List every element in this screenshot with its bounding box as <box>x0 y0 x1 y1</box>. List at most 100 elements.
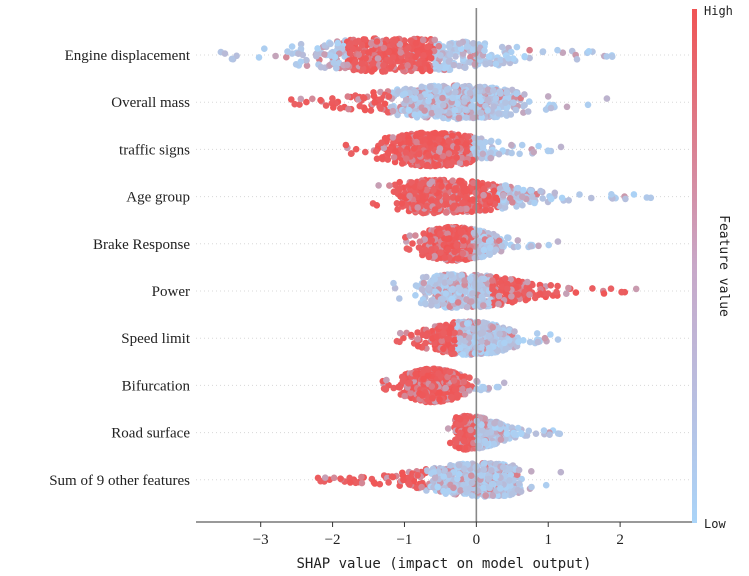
shap-point <box>439 295 447 303</box>
shap-point <box>498 242 506 250</box>
shap-point <box>547 282 555 289</box>
shap-point <box>372 148 380 155</box>
shap-point <box>449 177 457 184</box>
shap-point <box>539 48 547 55</box>
shap-point <box>313 50 321 57</box>
shap-point <box>507 111 515 118</box>
shap-point <box>479 329 487 337</box>
shap-point <box>480 302 487 309</box>
shap-point <box>380 44 388 52</box>
shap-point <box>526 54 533 62</box>
shap-point <box>420 52 427 59</box>
shap-point <box>524 108 532 115</box>
shap-point <box>338 45 346 53</box>
shap-point <box>545 241 552 249</box>
shap-point <box>469 114 477 121</box>
shap-point <box>442 64 450 71</box>
shap-point <box>417 65 425 73</box>
feature-label: traffic signs <box>119 142 190 158</box>
shap-point <box>482 60 490 68</box>
shap-point <box>435 161 442 169</box>
feature-label: Brake Response <box>93 237 190 253</box>
shap-point <box>462 64 469 71</box>
shap-point <box>445 246 452 253</box>
shap-point <box>572 289 580 296</box>
shap-point <box>432 87 439 95</box>
shap-point <box>448 296 456 304</box>
shap-point <box>414 50 422 57</box>
shap-point <box>495 150 503 158</box>
shap-point <box>514 291 522 298</box>
shap-point <box>503 89 511 96</box>
shap-point <box>439 94 446 102</box>
shap-point <box>477 281 485 289</box>
shap-point <box>399 63 406 70</box>
shap-point <box>455 177 463 185</box>
shap-point <box>358 60 365 67</box>
shap-point <box>424 161 431 169</box>
shap-point <box>497 90 504 97</box>
shap-point <box>417 129 424 137</box>
shap-point <box>436 145 444 152</box>
shap-point <box>431 252 438 260</box>
shap-point <box>411 111 419 118</box>
shap-point <box>417 180 425 188</box>
shap-point <box>457 205 465 213</box>
shap-point <box>487 149 494 156</box>
shap-point <box>330 104 337 111</box>
shap-point <box>437 322 444 330</box>
shap-point <box>413 138 420 146</box>
shap-point <box>463 160 470 167</box>
shap-point <box>446 51 454 58</box>
shap-point <box>558 194 566 202</box>
shap-point <box>436 64 443 71</box>
shap-point <box>490 87 497 94</box>
shap-point <box>327 52 334 59</box>
shap-point <box>418 83 426 91</box>
shap-point <box>464 43 471 50</box>
shap-point <box>361 36 369 43</box>
shap-point <box>508 293 515 300</box>
shap-point <box>533 330 541 337</box>
shap-point <box>489 324 497 331</box>
shap-point <box>478 293 486 301</box>
shap-point <box>495 300 502 308</box>
shap-point <box>398 200 406 207</box>
shap-point <box>409 240 416 247</box>
shap-point <box>534 338 542 346</box>
shap-point <box>416 238 424 245</box>
shap-point <box>221 50 229 57</box>
shap-point <box>513 90 520 97</box>
shap-point <box>444 335 452 343</box>
shap-point <box>428 109 436 117</box>
shap-point <box>403 155 410 162</box>
shap-point <box>565 197 572 204</box>
shap-point <box>489 277 496 284</box>
shap-point <box>608 191 615 198</box>
shap-point <box>521 53 528 60</box>
shap-point <box>389 107 397 115</box>
shap-point <box>492 194 500 202</box>
shap-point <box>462 114 470 121</box>
shap-point <box>404 51 411 58</box>
shap-point <box>589 285 596 292</box>
shap-point <box>415 150 423 158</box>
shap-point <box>396 329 404 337</box>
shap-point <box>501 339 508 347</box>
shap-point <box>484 181 492 188</box>
shap-point <box>375 182 382 189</box>
shap-point <box>451 337 458 344</box>
shap-point <box>465 334 473 342</box>
shap-point <box>520 337 527 344</box>
shap-point <box>329 95 336 102</box>
shap-point <box>487 154 495 162</box>
shap-point <box>441 254 449 262</box>
shap-point <box>453 242 461 249</box>
shap-point <box>346 41 354 48</box>
shap-point <box>333 64 340 72</box>
shap-point <box>608 53 616 60</box>
shap-point <box>448 345 456 353</box>
shap-point <box>288 96 295 103</box>
shap-point <box>457 228 465 236</box>
feature-label: Road surface <box>111 426 190 442</box>
